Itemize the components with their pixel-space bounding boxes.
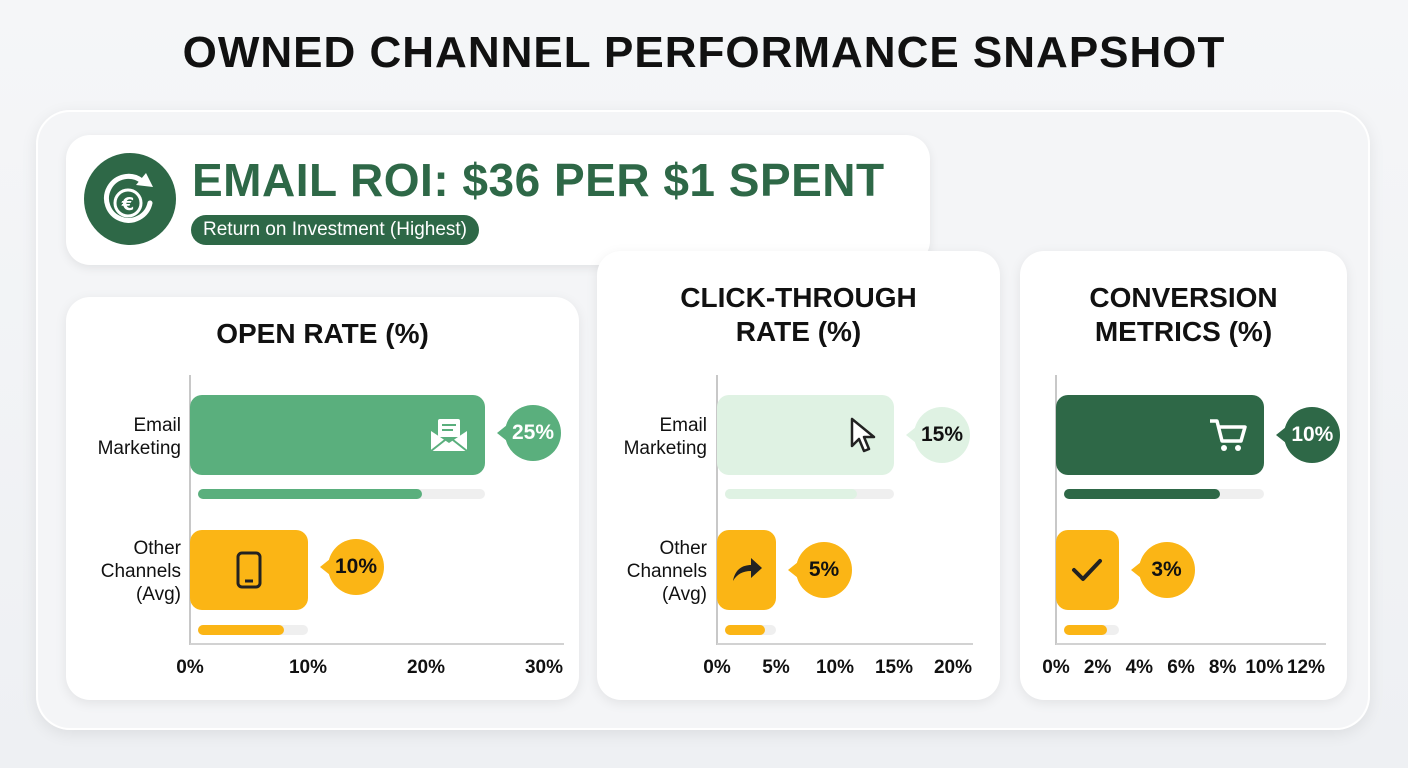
category-label: Other Channels (Avg) [100,538,181,605]
chart-title: OPEN RATE (%) [216,318,429,349]
bar-other [1056,530,1119,610]
click-through-rate-card: CLICK-THROUGH RATE (%) Email Marketing Oth… [597,251,1000,700]
checkmark-icon [1071,557,1103,583]
value-bubble: 5% [788,542,852,598]
value-bubble: 10% [320,539,384,595]
progress-fill [1064,489,1221,499]
progress-track [1064,489,1265,499]
x-tick-label: 0% [703,657,731,678]
bar-email [1056,395,1265,475]
x-tick-label: 8% [1208,657,1237,678]
x-tick-label: 10% [288,657,328,678]
x-tick-label: 10% [815,657,855,678]
x-tick-label: 20% [406,657,446,678]
smartphone-icon [235,551,263,589]
x-axis-line [190,643,564,645]
roi-banner: € EMAIL ROI: $36 PER $1 SPENT Return on … [66,135,930,265]
y-axis-line [189,375,191,645]
roi-subtitle-badge: Return on Investment (Highest) [191,215,480,245]
bar-other [717,530,776,610]
x-tick-label: 10% [1245,657,1284,678]
cart-icon [1208,417,1248,453]
share-arrow-icon [729,555,765,585]
bar-email [717,395,894,475]
page-title: OWNED CHANNEL PERFORMANCE SNAPSHOT [182,28,1226,77]
conversion-metrics-card: CONVERSION METRICS (%) 10% 3% 0% 2% 4% 6% 8% 1… [1020,251,1347,700]
progress-fill [725,489,857,499]
x-tick-label: 20% [933,657,973,678]
progress-track [1064,625,1119,635]
y-axis-line [1055,375,1057,645]
progress-fill [198,625,284,635]
progress-track [198,489,485,499]
y-axis-line [716,375,718,645]
progress-fill [1064,625,1107,635]
chart-title: CONVERSION METRICS (%) [1089,282,1278,347]
x-tick-label: 12% [1286,657,1326,678]
value-bubble: 25% [497,405,561,461]
chart-title: CLICK-THROUGH RATE (%) [680,282,917,347]
value-bubble: 3% [1130,542,1195,598]
cursor-icon [848,416,878,454]
progress-fill [725,625,765,635]
envelope-icon [429,417,469,453]
category-label: Other Channels (Avg) [626,538,707,605]
x-tick-label: 5% [762,657,790,678]
x-axis-line [1056,643,1326,645]
x-tick-label: 0% [1042,657,1070,678]
x-tick-label: 0% [176,657,204,678]
x-tick-label: 4% [1125,657,1154,678]
svg-text:€: € [121,194,135,215]
bar-other [190,530,308,610]
open-rate-card: OPEN RATE (%) Email Marketing Other Channe… [66,297,579,700]
category-label: Email Marketing [623,415,707,459]
x-tick-label: 6% [1167,657,1195,678]
category-label: Email Marketing [97,415,181,459]
progress-fill [198,489,422,499]
x-tick-label: 15% [874,657,914,678]
progress-track [198,625,308,635]
value-bubble: 10% [1276,407,1341,463]
x-axis-line [717,643,973,645]
roi-headline: EMAIL ROI: $36 PER $1 SPENT [192,154,885,206]
x-tick-label: 30% [524,657,564,678]
bar-email [190,395,485,475]
progress-track [725,625,776,635]
x-tick-label: 2% [1083,657,1112,678]
progress-track [725,489,894,499]
euro-growth-icon: € [84,153,176,245]
value-bubble: 15% [906,407,970,463]
